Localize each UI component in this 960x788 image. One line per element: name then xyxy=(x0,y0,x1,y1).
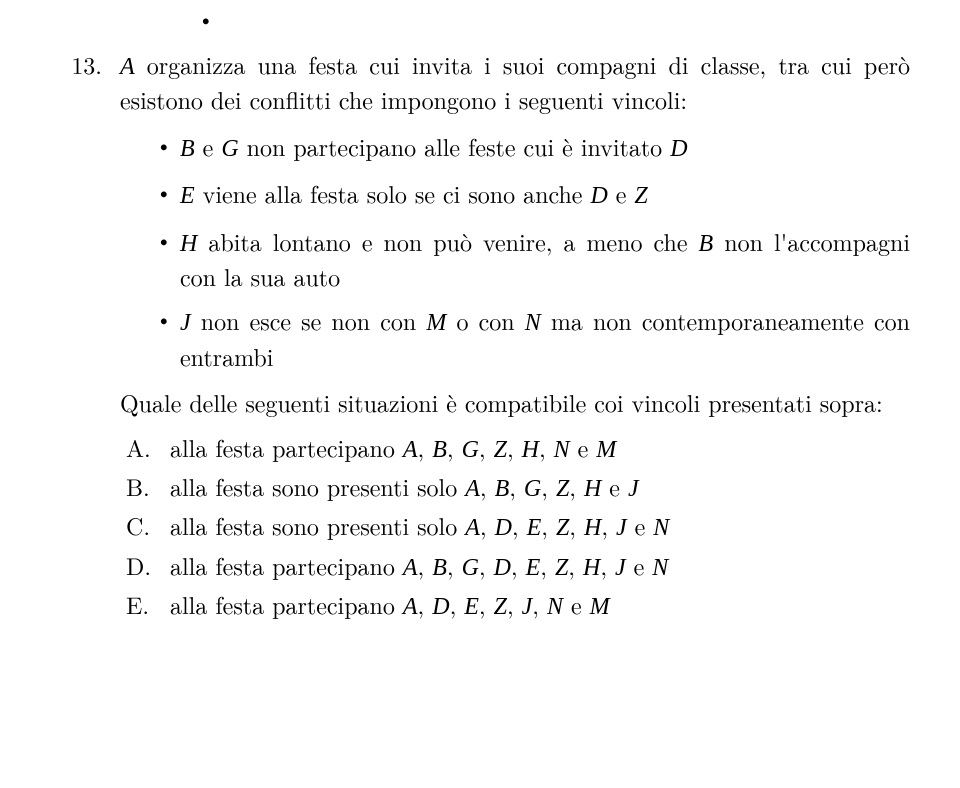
option-letter: B. xyxy=(126,470,170,505)
person-B: B xyxy=(699,231,714,257)
option-people: A, B, G, D, E, Z, H, J e N xyxy=(403,548,668,582)
options-list: A. alla festa partecipano A, B, G, Z, H,… xyxy=(120,431,910,624)
option-text: alla festa partecipano A, D, E, Z, J, N … xyxy=(170,588,610,623)
person-M: M xyxy=(426,310,446,336)
stem-text: organizza una festa cui invita i suoi co… xyxy=(120,47,910,116)
option-letter: E. xyxy=(126,588,170,623)
text: abita lontano e non può venire, a meno c… xyxy=(197,224,698,258)
option-E: E. alla festa partecipano A, D, E, Z, J,… xyxy=(126,588,910,623)
person-J: J xyxy=(522,594,533,620)
person-J: J xyxy=(616,515,627,541)
sub-question: Quale delle seguenti situazioni è compat… xyxy=(120,386,910,418)
person-N: N xyxy=(547,594,563,620)
person-D: D xyxy=(590,183,607,209)
person-Z: Z xyxy=(556,515,569,541)
person-D: D xyxy=(495,515,512,541)
person-Z: Z xyxy=(556,476,569,502)
question-number: 13. xyxy=(40,48,120,627)
person-G: G xyxy=(524,476,541,502)
text: non partecipano alle feste cui è invitat… xyxy=(239,129,671,163)
person-E: E xyxy=(464,594,479,620)
person-N: N xyxy=(554,437,570,463)
option-C: C. alla festa sono presenti solo A, D, E… xyxy=(126,509,910,544)
person-H: H xyxy=(180,231,197,257)
option-people: A, D, E, Z, J, N e M xyxy=(403,587,610,621)
constraint-list: B e G non partecipano alle feste cui è i… xyxy=(120,130,910,372)
person-N: N xyxy=(652,555,668,581)
person-A: A xyxy=(403,555,418,581)
person-B: B xyxy=(180,136,195,162)
option-text: alla festa sono presenti solo A, D, E, Z… xyxy=(170,509,669,544)
person-A: A xyxy=(465,476,480,502)
person-H: H xyxy=(583,555,600,581)
person-D: D xyxy=(432,594,449,620)
option-D: D. alla festa partecipano A, B, G, D, E,… xyxy=(126,549,910,584)
person-G: G xyxy=(462,555,479,581)
person-D: D xyxy=(670,136,687,162)
option-pre: alla festa partecipano xyxy=(170,430,403,464)
person-A: A xyxy=(120,54,135,80)
person-E: E xyxy=(526,555,541,581)
text: e xyxy=(608,176,635,210)
option-letter: C. xyxy=(126,509,170,544)
person-H: H xyxy=(584,515,601,541)
person-J: J xyxy=(180,310,191,336)
person-D: D xyxy=(494,555,511,581)
person-E: E xyxy=(180,183,195,209)
constraint-1: B e G non partecipano alle feste cui è i… xyxy=(156,130,910,165)
option-letter: D. xyxy=(126,549,170,584)
person-N: N xyxy=(653,515,669,541)
text: viene alla festa solo se ci sono anche xyxy=(195,176,591,210)
question-stem: A organizza una festa cui invita i suoi … xyxy=(120,48,910,116)
text: e xyxy=(195,129,222,163)
person-B: B xyxy=(495,476,510,502)
constraint-2: E viene alla festa solo se ci sono anche… xyxy=(156,177,910,212)
question-body: A organizza una festa cui invita i suoi … xyxy=(120,48,920,627)
option-text: alla festa partecipano A, B, G, Z, H, N … xyxy=(170,431,616,466)
question-13: 13. A organizza una festa cui invita i s… xyxy=(40,48,920,627)
option-pre: alla festa partecipano xyxy=(170,587,403,621)
option-pre: alla festa sono presenti solo xyxy=(170,469,465,503)
option-pre: alla festa partecipano xyxy=(170,548,403,582)
text: o con xyxy=(446,303,524,337)
person-N: N xyxy=(525,310,541,336)
person-H: H xyxy=(584,476,601,502)
person-Z: Z xyxy=(494,437,507,463)
person-H: H xyxy=(522,437,539,463)
person-M: M xyxy=(590,594,610,620)
person-A: A xyxy=(403,594,418,620)
option-text: alla festa partecipano A, B, G, D, E, Z,… xyxy=(170,549,668,584)
option-B: B. alla festa sono presenti solo A, B, G… xyxy=(126,470,910,505)
constraint-3: H abita lontano e non può venire, a meno… xyxy=(156,225,910,293)
person-G: G xyxy=(221,136,238,162)
page: • 13. A organizza una festa cui invita i… xyxy=(0,0,960,627)
option-A: A. alla festa partecipano A, B, G, Z, H,… xyxy=(126,431,910,466)
text: non esce se non con xyxy=(191,303,427,337)
option-text: alla festa sono presenti solo A, B, G, Z… xyxy=(170,470,639,505)
constraint-4: J non esce se non con M o con N ma non c… xyxy=(156,304,910,372)
person-E: E xyxy=(527,515,542,541)
option-pre: alla festa sono presenti solo xyxy=(170,508,465,542)
option-people: A, D, E, Z, H, J e N xyxy=(465,508,669,542)
person-B: B xyxy=(432,437,447,463)
option-people: A, B, G, Z, H e J xyxy=(465,469,638,503)
person-A: A xyxy=(403,437,418,463)
person-A: A xyxy=(465,515,480,541)
person-Z: Z xyxy=(494,594,507,620)
person-M: M xyxy=(596,437,616,463)
option-people: A, B, G, Z, H, N e M xyxy=(403,430,616,464)
option-letter: A. xyxy=(126,431,170,466)
person-J: J xyxy=(628,476,639,502)
stray-bullet: • xyxy=(198,4,214,31)
person-J: J xyxy=(615,555,626,581)
person-G: G xyxy=(462,437,479,463)
person-Z: Z xyxy=(634,183,647,209)
person-Z: Z xyxy=(555,555,568,581)
person-B: B xyxy=(432,555,447,581)
